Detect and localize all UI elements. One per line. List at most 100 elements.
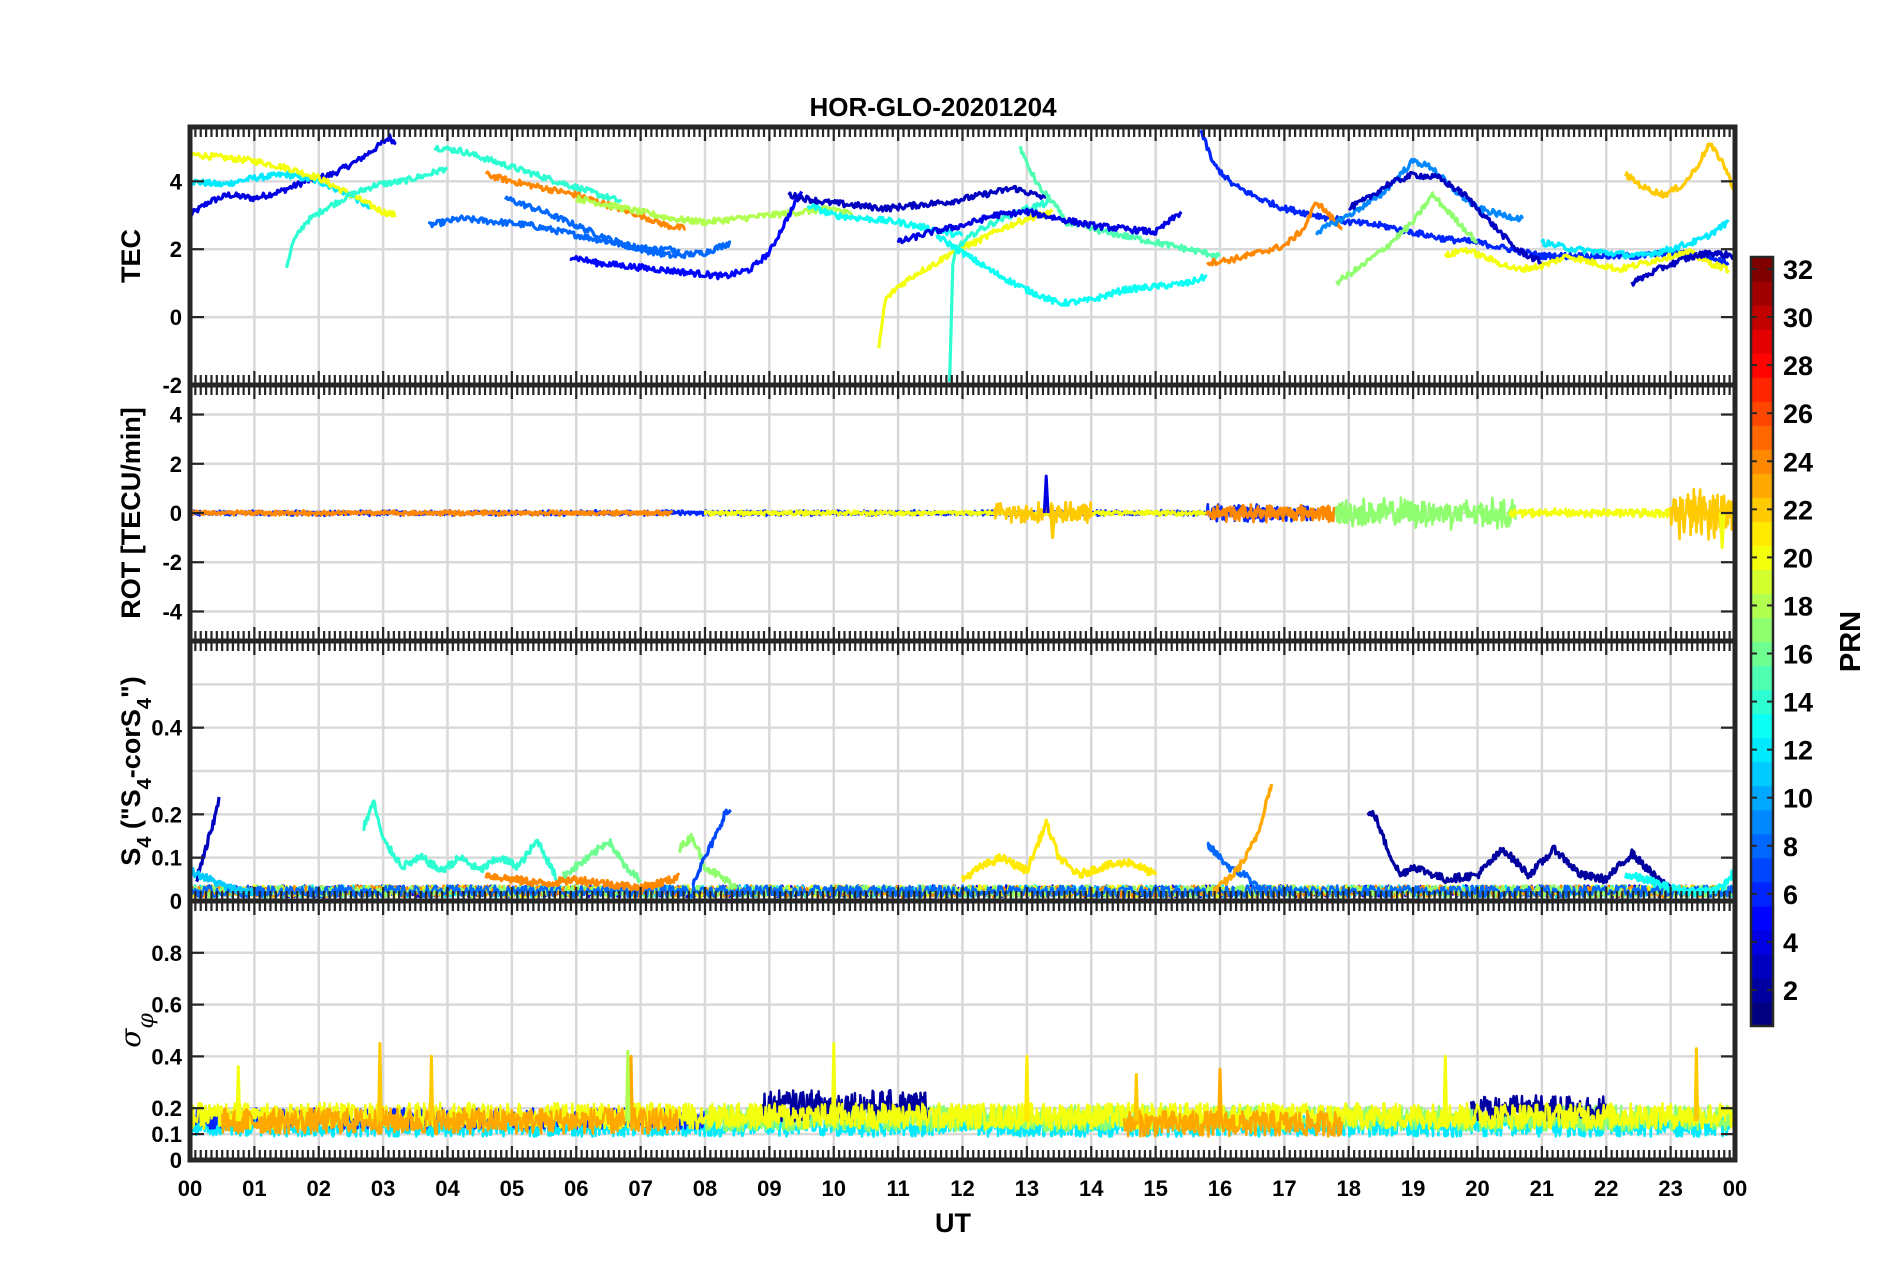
colorbar-tick-label: 2	[1783, 976, 1798, 1006]
colorbar-segment	[1751, 497, 1773, 522]
rot-series-prn-20	[1508, 507, 1672, 519]
x-tick-labels: 00 01 02 03 04 05 06 07 08 09 10 11 12 13 14 15 16 17 18 19…	[178, 1176, 1747, 1201]
panel-data	[190, 1042, 1735, 1138]
x-tick-label: 07	[628, 1176, 652, 1201]
y-tick-label: 0.1	[151, 846, 182, 871]
colorbar-segment	[1751, 857, 1773, 883]
colorbar-segment	[1751, 353, 1773, 378]
colorbar-segment	[1751, 713, 1773, 739]
y-label-part: -corS	[116, 709, 146, 778]
s4-series-prn-21	[960, 818, 1158, 883]
tec-series-prn-14	[433, 144, 623, 204]
colorbar-segment	[1751, 929, 1773, 955]
colorbar-segment	[1751, 449, 1773, 474]
panel-s4: 00.10.20.4S4 ("S4-corS4")	[116, 638, 1738, 914]
rot-series-prn-24	[190, 509, 674, 518]
x-axis-label: UT	[935, 1208, 971, 1238]
tec-series-prn-20	[190, 150, 397, 218]
s4-series-prn-14	[362, 799, 558, 882]
s4-series-prn-17	[677, 832, 738, 890]
rot-series-prn-17	[1334, 496, 1517, 531]
colorbar-tick-label: 30	[1783, 303, 1813, 333]
colorbar-segment	[1751, 665, 1773, 691]
x-ticks	[188, 901, 1737, 1160]
colorbar-tick-label: 6	[1783, 880, 1798, 910]
panel-rot: -4 -2 0 2 4 ROT [TECU/min]	[116, 382, 1738, 644]
x-tick-label: 00	[1723, 1176, 1747, 1201]
tec-series-prn-3	[1347, 170, 1543, 266]
tec-series-prn-13	[935, 234, 1208, 307]
x-tick-label: 02	[307, 1176, 331, 1201]
sigma-spike-prn-23	[628, 1054, 634, 1122]
panel-sigma_phi: 00.10.2 0.4 0.6 0.8 σφ	[114, 898, 1738, 1173]
tec-series-prn-24	[1206, 201, 1343, 267]
tec-series-prn-8	[503, 195, 732, 260]
x-tick-label: 10	[822, 1176, 846, 1201]
y-label-part: S	[116, 848, 146, 866]
rot-spike-prn-20	[1718, 512, 1726, 549]
y-tick-label: 2	[170, 237, 182, 262]
tec-series-prn-4	[190, 133, 397, 218]
colorbar-segment	[1751, 257, 1773, 282]
colorbar-label: PRN	[1835, 611, 1867, 672]
sigma-spike-prn-22	[377, 1042, 383, 1122]
y-tick-label: 0.4	[151, 716, 182, 741]
tec-series-prn-18	[574, 194, 854, 227]
x-tick-label: 15	[1143, 1176, 1167, 1201]
tec-series-prn-14	[948, 198, 1053, 383]
sigma-spike-prn-21	[1024, 1054, 1030, 1122]
x-tick-label: 05	[500, 1176, 524, 1201]
y-tick-label: 2	[170, 452, 182, 477]
s4-series-prn-13	[1624, 869, 1735, 898]
colorbar-segment	[1751, 281, 1773, 306]
panel-data	[190, 129, 1735, 383]
tec-series-prn-15	[1018, 145, 1222, 260]
colorbar-tick-label: 8	[1783, 832, 1798, 862]
y-tick-label: 0	[170, 889, 182, 914]
y-tick-label: 0	[170, 1148, 182, 1173]
colorbar-segment	[1751, 641, 1773, 667]
y-tick-label: 0.4	[151, 1044, 182, 1069]
rot-series-prn-22	[1669, 487, 1735, 541]
x-tick-label: 03	[371, 1176, 395, 1201]
y-label-subscript: 4	[134, 836, 156, 848]
y-axis-label-rot: ROT [TECU/min]	[116, 407, 146, 618]
colorbar-tick-label: 32	[1783, 255, 1813, 285]
y-tick-label: -2	[162, 373, 182, 398]
y-tick-label: 0.1	[151, 1122, 182, 1147]
rot-series-prn-24	[1205, 503, 1343, 524]
y-label-subscript: 4	[134, 697, 156, 709]
colorbar-segment	[1751, 761, 1773, 787]
y-tick-label: 4	[170, 403, 183, 428]
sigma-spike-prn-22	[1133, 1073, 1140, 1122]
colorbar-segment	[1751, 377, 1773, 402]
x-tick-label: 12	[950, 1176, 974, 1201]
colorbar-segment	[1751, 617, 1773, 643]
x-tick-label: 08	[693, 1176, 717, 1201]
x-tick-label: 11	[886, 1176, 909, 1201]
y-label-part: σ	[114, 1028, 147, 1048]
x-tick-label: 01	[242, 1176, 266, 1201]
sigma-series-prn-23	[1123, 1109, 1344, 1138]
tec-series-prn-22	[1624, 142, 1735, 199]
y-tick-label: 0	[170, 305, 182, 330]
panel-data	[190, 474, 1735, 549]
s4-series-prn-24	[484, 872, 681, 894]
colorbar-segment	[1751, 689, 1773, 715]
colorbar-segment	[1751, 905, 1773, 931]
tec-series-prn-4	[896, 207, 1183, 245]
colorbar-segment	[1751, 1001, 1773, 1027]
x-tick-label: 04	[435, 1176, 460, 1201]
s4-series-prn-8	[1206, 841, 1260, 890]
y-axis-label-sigma_phi: σφ	[114, 1013, 159, 1048]
colorbar-segment	[1751, 977, 1773, 1003]
s4-series-prn-3	[195, 796, 221, 883]
colorbar-segment	[1751, 545, 1773, 571]
x-tick-label: 09	[757, 1176, 781, 1201]
colorbar-tick-label: 18	[1783, 591, 1813, 621]
x-tick-label: 06	[564, 1176, 588, 1201]
colorbar-tick-label: 20	[1783, 543, 1813, 573]
